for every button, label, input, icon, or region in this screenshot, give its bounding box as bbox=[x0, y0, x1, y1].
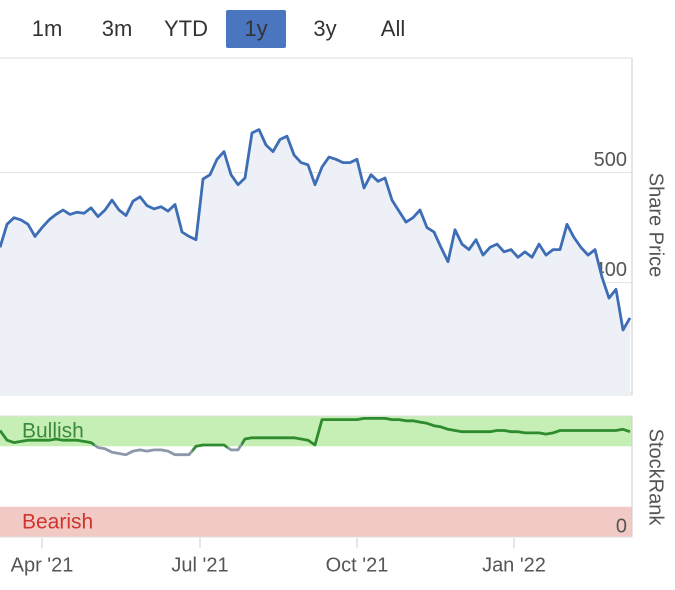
x-tick-label: Jul '21 bbox=[171, 554, 228, 576]
range-button[interactable]: 3y bbox=[313, 16, 336, 41]
range-button-label[interactable]: 3m bbox=[102, 16, 133, 41]
band bbox=[0, 506, 632, 537]
range-button-label[interactable]: 1y bbox=[244, 16, 267, 41]
y-tick-label: 500 bbox=[594, 149, 627, 171]
axis-title: Share Price bbox=[645, 173, 667, 278]
range-button-label[interactable]: 1m bbox=[32, 16, 63, 41]
band-label: Bullish bbox=[22, 420, 84, 443]
area-fill bbox=[0, 129, 630, 395]
range-button[interactable]: 1y bbox=[226, 10, 286, 48]
x-tick-label: Jan '22 bbox=[482, 554, 546, 576]
line bbox=[0, 417, 631, 457]
x-tick-label: Oct '21 bbox=[326, 554, 389, 576]
range-button-label[interactable]: 3y bbox=[313, 16, 336, 41]
range-button[interactable]: 3m bbox=[102, 16, 133, 41]
range-button[interactable]: All bbox=[381, 16, 405, 41]
axis-title: StockRank bbox=[645, 429, 667, 527]
range-button-label[interactable]: YTD bbox=[164, 16, 208, 41]
range-button[interactable]: YTD bbox=[164, 16, 208, 41]
x-tick-label: Apr '21 bbox=[11, 554, 74, 576]
range-button[interactable]: 1m bbox=[32, 16, 63, 41]
range-button-label[interactable]: All bbox=[381, 16, 405, 41]
y-tick-label: 0 bbox=[616, 515, 627, 537]
line bbox=[0, 128, 632, 332]
band-label: Bearish bbox=[22, 510, 93, 533]
range-button-bg bbox=[226, 10, 286, 48]
